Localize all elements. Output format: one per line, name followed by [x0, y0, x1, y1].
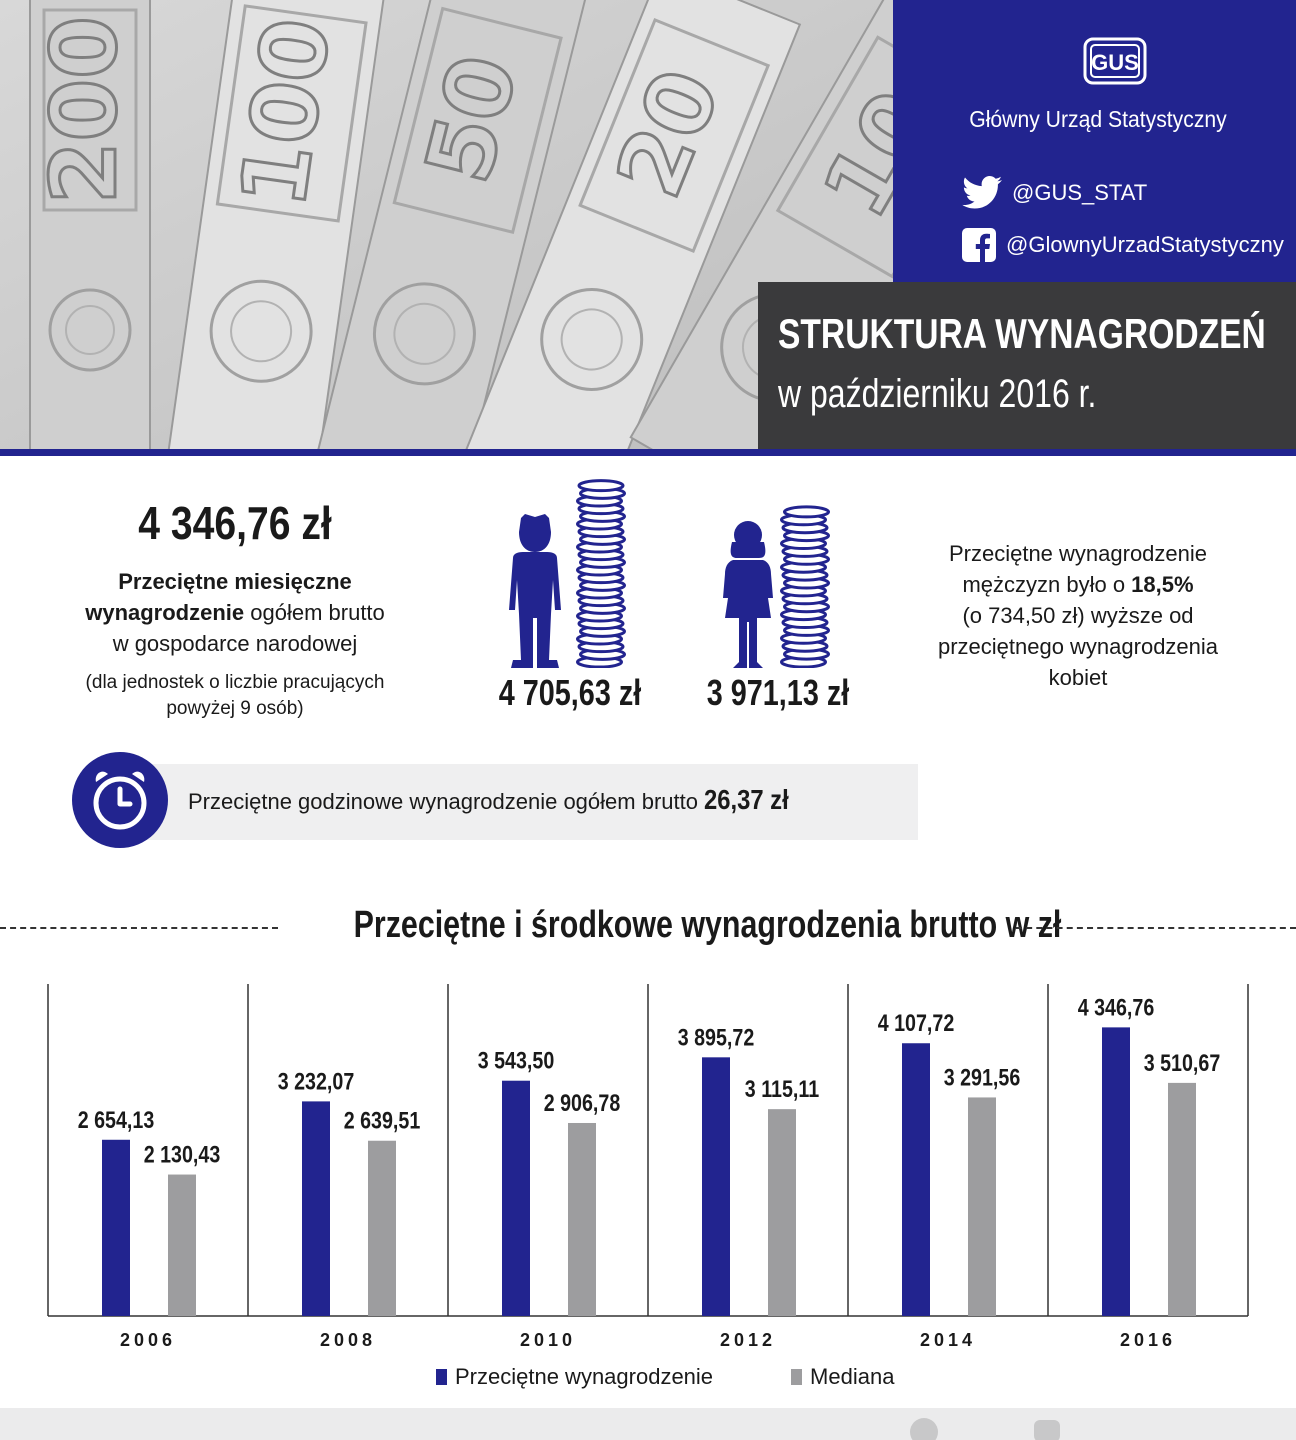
avg-note-line2: powyżej 9 osób)	[166, 698, 304, 719]
data-label: 4 346,76	[1078, 994, 1155, 1021]
legend-swatch-average	[436, 1369, 447, 1385]
bar-median	[1168, 1082, 1196, 1316]
data-label: 2 130,43	[144, 1141, 221, 1168]
average-salary-value: 4 346,76 zł	[138, 497, 332, 549]
chart-title: Przeciętne i środkowe wynagrodzenia brut…	[353, 904, 1062, 946]
data-label: 4 107,72	[878, 1009, 955, 1036]
legend-label-median: Mediana	[810, 1364, 895, 1389]
legend-label-average: Przeciętne wynagrodzenie	[455, 1364, 714, 1389]
page-title: STRUKTURA WYNAGRODZEŃ	[778, 310, 1266, 357]
coin	[577, 479, 625, 493]
legend-item-median: Mediana	[791, 1364, 894, 1390]
avg-desc-bold2: wynagrodzenie	[85, 600, 245, 625]
legend-swatch-median	[791, 1369, 803, 1385]
gus-logo-icon: GUS	[1083, 37, 1147, 85]
org-name: Główny Urząd Statystyczny	[969, 106, 1227, 132]
data-label: 3 291,56	[944, 1064, 1021, 1091]
gap-line4: przeciętnego wynagrodzenia	[937, 634, 1219, 659]
female-salary-value: 3 971,13 zł	[706, 672, 850, 713]
data-label: 2 906,78	[544, 1089, 621, 1116]
x-tick-label: 2014	[920, 1330, 976, 1350]
logo-text: GUS	[1091, 50, 1139, 75]
footer-band	[0, 1408, 1296, 1440]
gap-percent: 18,5%	[1131, 572, 1194, 597]
gender-gap-text: Przeciętne wynagrodzenie mężczyzn było o…	[900, 538, 1256, 693]
title-panel	[758, 282, 1296, 450]
header-divider	[0, 449, 1296, 456]
average-salary-note: (dla jednostek o liczbie pracujących pow…	[40, 670, 430, 722]
hourly-badge	[72, 752, 168, 848]
banknote: 100	[164, 0, 388, 450]
hourly-salary-text: Przeciętne godzinowe wynagrodzenie ogółe…	[188, 784, 804, 816]
title-dash-left	[0, 927, 278, 929]
footer-figures-icon	[910, 1418, 1060, 1440]
banknote: 20	[464, 0, 802, 450]
bar-median	[568, 1122, 596, 1316]
hourly-label: Przeciętne godzinowe wynagrodzenie ogółe…	[188, 789, 705, 814]
bar-average	[902, 1043, 930, 1316]
male-salary-value: 4 705,63 zł	[498, 672, 642, 713]
bar-median	[768, 1109, 796, 1316]
avg-desc-line3: w gospodarce narodowej	[112, 631, 358, 656]
gap-line3: (o 734,50 zł) wyższe od	[962, 603, 1194, 628]
data-label: 3 895,72	[678, 1023, 755, 1050]
salary-bar-chart: 2 654,13 2 130,43 2006 3 232,07 2 639,51 2008…	[47, 984, 1249, 1350]
twitter-icon	[962, 176, 1002, 209]
man-icon	[509, 514, 561, 668]
facebook-icon	[962, 228, 996, 262]
avg-desc-rest: ogółem brutto	[244, 600, 385, 625]
twitter-label: @GUS_STAT	[1012, 180, 1148, 205]
x-tick-label: 2010	[520, 1330, 576, 1350]
data-label: 3 543,50	[478, 1047, 555, 1074]
avg-desc-bold1: Przeciętne miesięczne	[118, 569, 352, 594]
chart-legend: Przeciętne wynagrodzenie Mediana	[436, 1364, 972, 1390]
alarm-clock-icon	[93, 771, 147, 830]
male-coin-stack-icon	[576, 479, 626, 668]
data-label: 3 115,11	[745, 1075, 819, 1102]
data-label: 3 510,67	[1144, 1049, 1221, 1076]
x-tick-label: 2012	[720, 1330, 776, 1350]
bar-average	[102, 1139, 130, 1316]
facebook-label: @GlownyUrzadStatystyczny	[1006, 232, 1284, 257]
banknotes-photo: 200 100 50 20 10	[0, 0, 900, 450]
banknote-group: 200 100 50 20 10	[29, 0, 900, 450]
bar-median	[968, 1097, 996, 1316]
gap-line5: kobiet	[1048, 665, 1108, 690]
bar-average	[702, 1057, 730, 1316]
bar-average	[302, 1101, 330, 1316]
x-tick-label: 2008	[320, 1330, 376, 1350]
bar-average	[502, 1080, 530, 1316]
coin	[783, 505, 830, 519]
title-dash-right	[1016, 927, 1296, 929]
gap-line2a: mężczyzn było o	[962, 572, 1132, 597]
bar-average	[1102, 1027, 1130, 1316]
twitter-handle[interactable]: @GUS_STAT	[962, 176, 1147, 210]
brand-panel	[893, 0, 1296, 282]
facebook-handle[interactable]: @GlownyUrzadStatystyczny	[962, 228, 1284, 262]
data-label: 3 232,07	[278, 1068, 355, 1095]
x-tick-label: 2016	[1120, 1330, 1176, 1350]
average-salary-description: Przeciętne miesięczne wynagrodzenie ogół…	[40, 566, 430, 659]
page-subtitle: w październiku 2016 r.	[778, 372, 1097, 416]
data-label: 2 654,13	[78, 1106, 155, 1133]
hourly-salary-box	[118, 764, 918, 840]
bar-median	[368, 1140, 396, 1316]
legend-item-average: Przeciętne wynagrodzenie	[436, 1364, 713, 1390]
hourly-salary-value: 26,37 zł	[704, 784, 789, 815]
female-coin-stack-icon	[780, 505, 830, 668]
banknote: 50	[314, 0, 588, 450]
gap-line1: Przeciętne wynagrodzenie	[948, 541, 1208, 566]
bar-median	[168, 1174, 196, 1316]
banknote-denomination: 200	[32, 16, 137, 204]
header: 200 100 50 20 10 GUS Główny Urząd Statystycz…	[0, 0, 1296, 456]
data-label: 2 639,51	[344, 1107, 421, 1134]
banknote: 200	[29, 0, 151, 450]
woman-icon	[723, 521, 773, 668]
x-tick-label: 2006	[120, 1330, 176, 1350]
avg-note-line1: (dla jednostek o liczbie pracujących	[85, 672, 385, 693]
